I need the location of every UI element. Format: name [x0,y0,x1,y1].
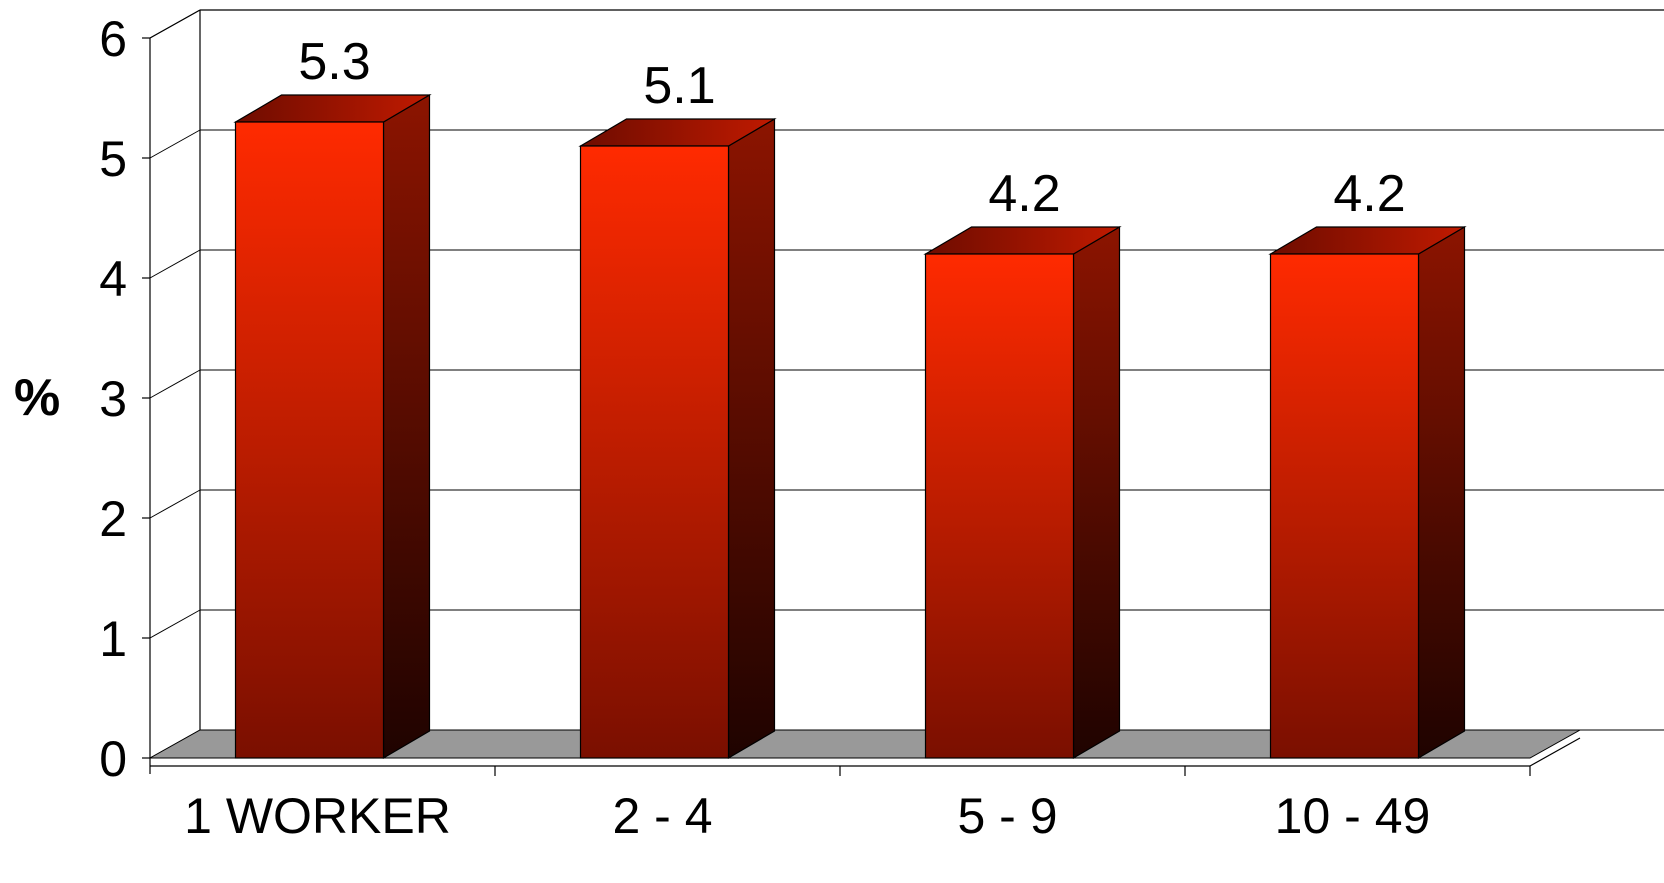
data-label: 4.2 [1333,165,1405,223]
gridline-diagonal [149,609,201,639]
y-tick-label: 5 [99,131,127,187]
category-label: 10 - 49 [1275,788,1431,844]
y-tick-label: 3 [99,371,127,427]
category-label: 5 - 9 [957,788,1057,844]
bar-front [1269,253,1420,759]
y-tick-label: 6 [99,11,127,67]
data-label: 5.1 [643,57,715,115]
y-tick-labels: 0 1 2 3 4 5 6 [99,11,127,787]
bar-front [234,121,385,759]
x-category-labels: 1 WORKER 2 - 4 5 - 9 10 - 49 [184,788,1430,844]
data-label: 4.2 [988,165,1060,223]
gridline-diagonal [149,369,201,399]
bar [1268,225,1467,760]
bar-front [579,145,730,759]
bar-side [1072,225,1121,760]
bars: 5.3 5.1 4.2 4.2 [233,33,1467,760]
y-axis-label: % [14,369,60,427]
y-tick-label: 2 [99,491,127,547]
y-tick-label: 1 [99,611,127,667]
gridline-diagonal [149,249,201,279]
y-tick-label: 0 [99,731,127,787]
bar [578,117,777,760]
x-axis-depth-line [1529,737,1581,767]
bar-side [382,93,431,760]
bar-side [1417,225,1466,760]
data-label: 5.3 [298,33,370,91]
gridline-diagonal [149,9,201,39]
category-label: 2 - 4 [612,788,712,844]
gridline-diagonal [149,489,201,519]
bar-front [924,253,1075,759]
bar-side [727,117,776,760]
bar [233,93,432,760]
gridline-diagonal [149,129,201,159]
y-tick-label: 4 [99,251,127,307]
bar [923,225,1122,760]
category-label: 1 WORKER [184,788,451,844]
